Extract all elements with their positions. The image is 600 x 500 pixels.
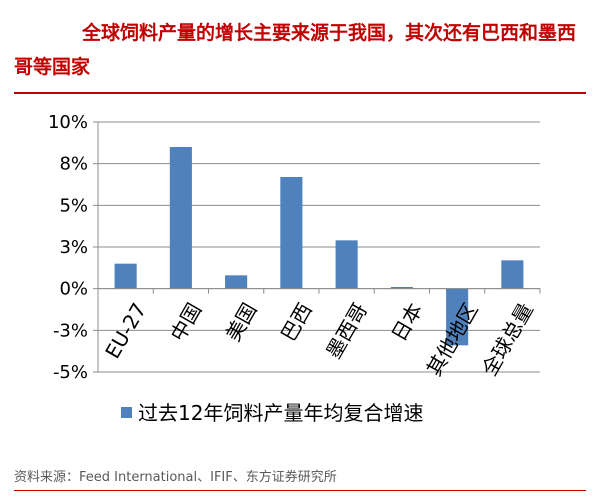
bar	[501, 260, 524, 289]
gridlines	[98, 121, 540, 373]
legend-label: 过去12年饲料产量年均复合增速	[138, 401, 423, 425]
y-tick-label: 8%	[59, 154, 88, 175]
x-category-label: 全球总量	[477, 299, 538, 380]
footer-divider	[14, 490, 586, 491]
bars	[114, 147, 524, 346]
bar	[225, 275, 248, 289]
bar	[169, 147, 192, 289]
y-tick-label: 3%	[59, 237, 88, 258]
y-tick-labels: -5% -3% 0% 3% 5% 8% 10%	[48, 112, 88, 383]
chart-title: 全球饲料产量的增长主要来源于我国，其次还有巴西和墨西哥等国家	[14, 22, 577, 78]
legend-swatch	[121, 407, 132, 418]
y-tick-label: -3%	[53, 320, 88, 341]
source-note: 资料来源：Feed International、IFIF、东方证券研究所	[14, 470, 337, 485]
y-tick-label: 10%	[48, 112, 88, 133]
bar	[335, 240, 358, 289]
bar	[390, 287, 413, 289]
y-tick-label: 5%	[59, 195, 88, 216]
y-tick-label: -5%	[53, 362, 88, 383]
y-tick-label: 0%	[59, 279, 88, 300]
title-divider	[14, 92, 586, 94]
bar-chart: -5% -3% 0% 3% 5% 8% 10% EU-27 中国 美国 巴西 墨西哥 日本其他地区全球…	[48, 112, 541, 425]
bar	[114, 263, 137, 289]
bar	[280, 177, 303, 289]
x-category-label: 日本	[387, 299, 428, 346]
axes	[93, 121, 541, 373]
x-category-label: 中国	[166, 299, 207, 346]
bar	[446, 288, 469, 346]
legend: 过去12年饲料产量年均复合增速	[121, 401, 423, 425]
x-category-label: 美国	[221, 299, 262, 346]
x-category-label: 巴西	[276, 299, 317, 346]
